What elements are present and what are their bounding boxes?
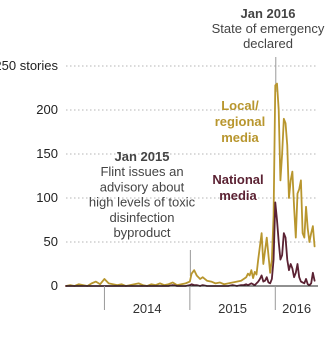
series-label-local-0: Local/ — [221, 98, 259, 113]
annotation-line-jan2015-0: Flint issues an — [100, 164, 183, 179]
y-tick-label-0: 0 — [51, 278, 58, 293]
annotation-line-jan2016-0: State of emergency — [212, 21, 325, 36]
annotation-title-jan2015: Jan 2015 — [115, 149, 170, 164]
x-axis — [66, 285, 318, 310]
y-tick-label-250: 250 stories — [0, 58, 58, 73]
annotation-line-jan2016-1: declared — [243, 36, 293, 51]
series-label-national-1: media — [219, 188, 257, 203]
series-label-local-2: media — [221, 130, 259, 145]
annotation-line-jan2015-2: high levels of toxic — [89, 195, 196, 210]
x-tick-label-2015: 2015 — [218, 301, 247, 316]
annotation-line-jan2015-4: byproduct — [113, 225, 170, 240]
annotation-line-jan2015-3: disinfection — [109, 210, 174, 225]
y-tick-label-150: 150 — [36, 146, 58, 161]
series-label-national-0: National — [212, 172, 263, 187]
y-tick-label-100: 100 — [36, 190, 58, 205]
annotation-title-jan2016: Jan 2016 — [241, 6, 296, 21]
y-tick-label-200: 200 — [36, 102, 58, 117]
x-tick-label-2016: 2016 — [282, 301, 311, 316]
x-tick-label-2014: 2014 — [133, 301, 162, 316]
x-axis-tick-labels: 2014 2015 2016 — [133, 301, 311, 316]
y-tick-label-50: 50 — [44, 234, 58, 249]
series-label-local-1: regional — [215, 114, 266, 129]
y-axis-tick-labels: 0 50 100 150 200 250 stories — [0, 58, 58, 293]
annotation-line-jan2015-1: advisory about — [100, 179, 185, 194]
